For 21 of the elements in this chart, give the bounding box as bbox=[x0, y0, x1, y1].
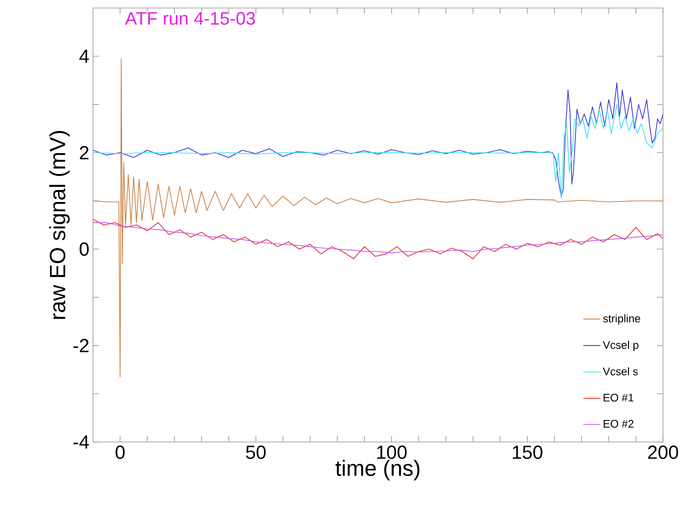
line-series bbox=[93, 218, 663, 260]
legend-label: EO #1 bbox=[604, 394, 634, 402]
legend-label: Vcsel p bbox=[602, 340, 638, 352]
line-series bbox=[93, 82, 663, 196]
y-tick-label: -2 bbox=[73, 338, 89, 352]
y-tick-label: 2 bbox=[80, 146, 89, 160]
legend-label: Vcsel s bbox=[602, 367, 638, 376]
x-tick-label: 200 bbox=[648, 446, 678, 459]
legend-label: EO #2 bbox=[604, 420, 634, 428]
y-tick-label: -4 bbox=[73, 435, 89, 449]
y-tick-label: 4 bbox=[79, 50, 89, 63]
x-axis-title: time (ns) bbox=[336, 460, 420, 480]
legend-label: stripline bbox=[603, 314, 640, 325]
x-tick-label: 50 bbox=[246, 446, 266, 459]
chart-title: ATF run 4-15-03 bbox=[125, 12, 255, 25]
line-series bbox=[93, 58, 663, 378]
x-tick-label: 150 bbox=[512, 446, 542, 459]
y-axis-title: raw EO signal (mV) bbox=[49, 131, 70, 319]
x-tick-label: 0 bbox=[116, 446, 125, 459]
y-tick-label: 0 bbox=[80, 242, 89, 256]
x-tick-label: 100 bbox=[377, 446, 407, 459]
